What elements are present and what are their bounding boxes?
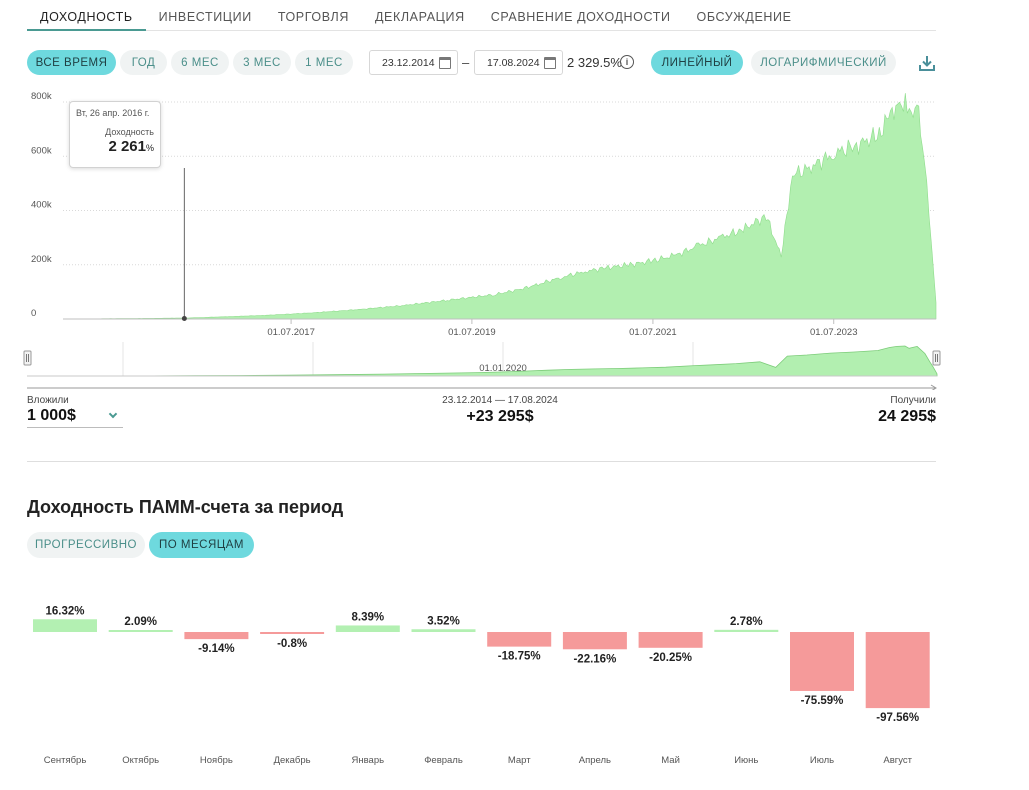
mode-progressive-button[interactable]: Прогрессивно <box>27 532 145 558</box>
y-tick-label: 800k <box>31 91 52 102</box>
monthly-return-bar-chart: 16.32% Сентябрь 2.09% Октябрь -9.14% Ноябрь -0… <box>33 605 930 766</box>
y-tick-label: 600k <box>31 145 52 156</box>
date-from-input[interactable]: 23.12.2014 <box>369 50 458 75</box>
month-bar <box>714 629 779 632</box>
month-bar <box>865 632 930 709</box>
y-tick-label: 400k <box>31 200 52 211</box>
invested-amount-select[interactable]: 1 000$ <box>27 407 123 428</box>
bar-value-label: 16.32% <box>45 605 84 617</box>
navigator-date-label: 01.01.2020 <box>479 363 527 374</box>
month-label: Сентябрь <box>44 755 87 766</box>
bar-value-label: -22.16% <box>573 653 616 665</box>
y-tick-label: 0 <box>31 308 36 319</box>
x-tick-label: 01.07.2019 <box>448 327 496 338</box>
month-label: Июнь <box>734 755 758 766</box>
month-label: Февраль <box>424 755 463 766</box>
date-to-input[interactable]: 17.08.2024 <box>474 50 563 75</box>
section-divider <box>27 461 936 462</box>
tab-4[interactable]: Сравнение доходности <box>490 10 671 24</box>
calendar-icon[interactable] <box>439 57 451 69</box>
month-label: Январь <box>352 755 385 766</box>
crosshair-point <box>181 316 187 321</box>
info-icon[interactable]: i <box>620 55 634 69</box>
x-tick-label: 01.07.2017 <box>267 327 315 338</box>
bar-value-label: 8.39% <box>351 611 384 623</box>
date-to-value: 17.08.2024 <box>487 56 540 69</box>
tab-3[interactable]: Декларация <box>374 10 465 24</box>
chart-tooltip: Вт, 26 апр. 2016 г. Доходность 2 261% <box>69 101 161 168</box>
navigator-area <box>27 345 938 377</box>
tab-1[interactable]: Инвестиции <box>158 10 252 24</box>
bar-value-label: -75.59% <box>801 695 844 707</box>
month-bar <box>33 619 97 632</box>
period-year-button[interactable]: Год <box>120 50 167 75</box>
month-bar <box>260 632 325 634</box>
month-bar <box>790 632 854 691</box>
period-6m-button[interactable]: 6 мес <box>171 50 229 75</box>
section-title: Доходность ПАММ-счета за период <box>27 497 344 517</box>
bar-value-label: 2.09% <box>124 616 157 628</box>
tooltip-label: Доходность <box>105 127 154 137</box>
period-all-time-button[interactable]: Все время <box>27 50 116 75</box>
tab-2[interactable]: Торговля <box>277 10 349 24</box>
bar-value-label: -18.75% <box>498 651 541 663</box>
invested-amount-value: 1 000$ <box>27 407 76 424</box>
tooltip-date: Вт, 26 апр. 2016 г. <box>76 108 150 118</box>
month-label: Март <box>508 755 531 766</box>
period-1m-button[interactable]: 1 мес <box>295 50 353 75</box>
received-value: 24 295$ <box>878 408 936 425</box>
summary-profit-value: +23 295$ <box>466 408 534 425</box>
invested-label: Вложили <box>27 395 69 406</box>
month-label: Май <box>661 755 680 766</box>
tab-0[interactable]: Доходность <box>27 0 146 31</box>
month-bar <box>335 625 400 632</box>
tab-5[interactable]: Обсуждение <box>696 10 792 24</box>
period-3m-button[interactable]: 3 мес <box>233 50 291 75</box>
month-bar <box>487 632 552 647</box>
bar-value-label: -0.8% <box>277 638 307 650</box>
month-bar <box>411 629 476 632</box>
chart-navigator[interactable]: 01.01.2020 <box>23 342 941 390</box>
bar-value-label: -20.25% <box>649 652 692 664</box>
month-label: Октябрь <box>122 755 159 766</box>
equity-area-chart[interactable]: 800k 600k 400k 200k 0 01.07.2017 01.07.2019 01.… <box>27 90 939 340</box>
received-label: Получили <box>890 395 936 406</box>
month-bar <box>562 632 627 650</box>
scale-log-button[interactable]: Логарифмический <box>751 50 896 75</box>
month-bar <box>638 632 703 648</box>
bar-value-label: 2.78% <box>730 616 763 628</box>
calendar-icon[interactable] <box>544 57 556 69</box>
summary-period-label: 23.12.2014 — 17.08.2024 <box>442 395 558 406</box>
month-label: Август <box>883 755 912 766</box>
y-tick-label: 200k <box>31 254 52 265</box>
tooltip-value: 2 261% <box>108 138 154 155</box>
month-label: Декабрь <box>274 755 311 766</box>
arrow-right-icon[interactable] <box>930 384 937 390</box>
download-icon[interactable] <box>918 54 936 72</box>
main-tabs: Доходность Инвестиции Торговля Декларация Ср… <box>27 0 936 31</box>
x-tick-label: 01.07.2021 <box>629 327 677 338</box>
month-label: Ноябрь <box>200 755 233 766</box>
date-from-value: 23.12.2014 <box>382 56 435 69</box>
mode-monthly-button[interactable]: По месяцам <box>149 532 254 558</box>
navigator-handle-left[interactable] <box>23 350 32 366</box>
bar-value-label: 3.52% <box>427 615 460 627</box>
navigator-handle-right[interactable] <box>932 350 941 366</box>
chevron-down-icon <box>108 409 118 419</box>
bar-value-label: -97.56% <box>876 712 919 724</box>
scale-linear-button[interactable]: Линейный <box>651 50 743 75</box>
month-bar <box>108 630 173 632</box>
x-tick-label: 01.07.2023 <box>810 327 858 338</box>
month-label: Июль <box>810 755 834 766</box>
month-label: Апрель <box>579 755 611 766</box>
total-return-value: 2 329.5% <box>567 55 622 70</box>
date-range-dash: – <box>462 55 470 70</box>
bar-value-label: -9.14% <box>198 643 234 655</box>
equity-area <box>63 93 937 320</box>
month-bar <box>184 632 249 640</box>
